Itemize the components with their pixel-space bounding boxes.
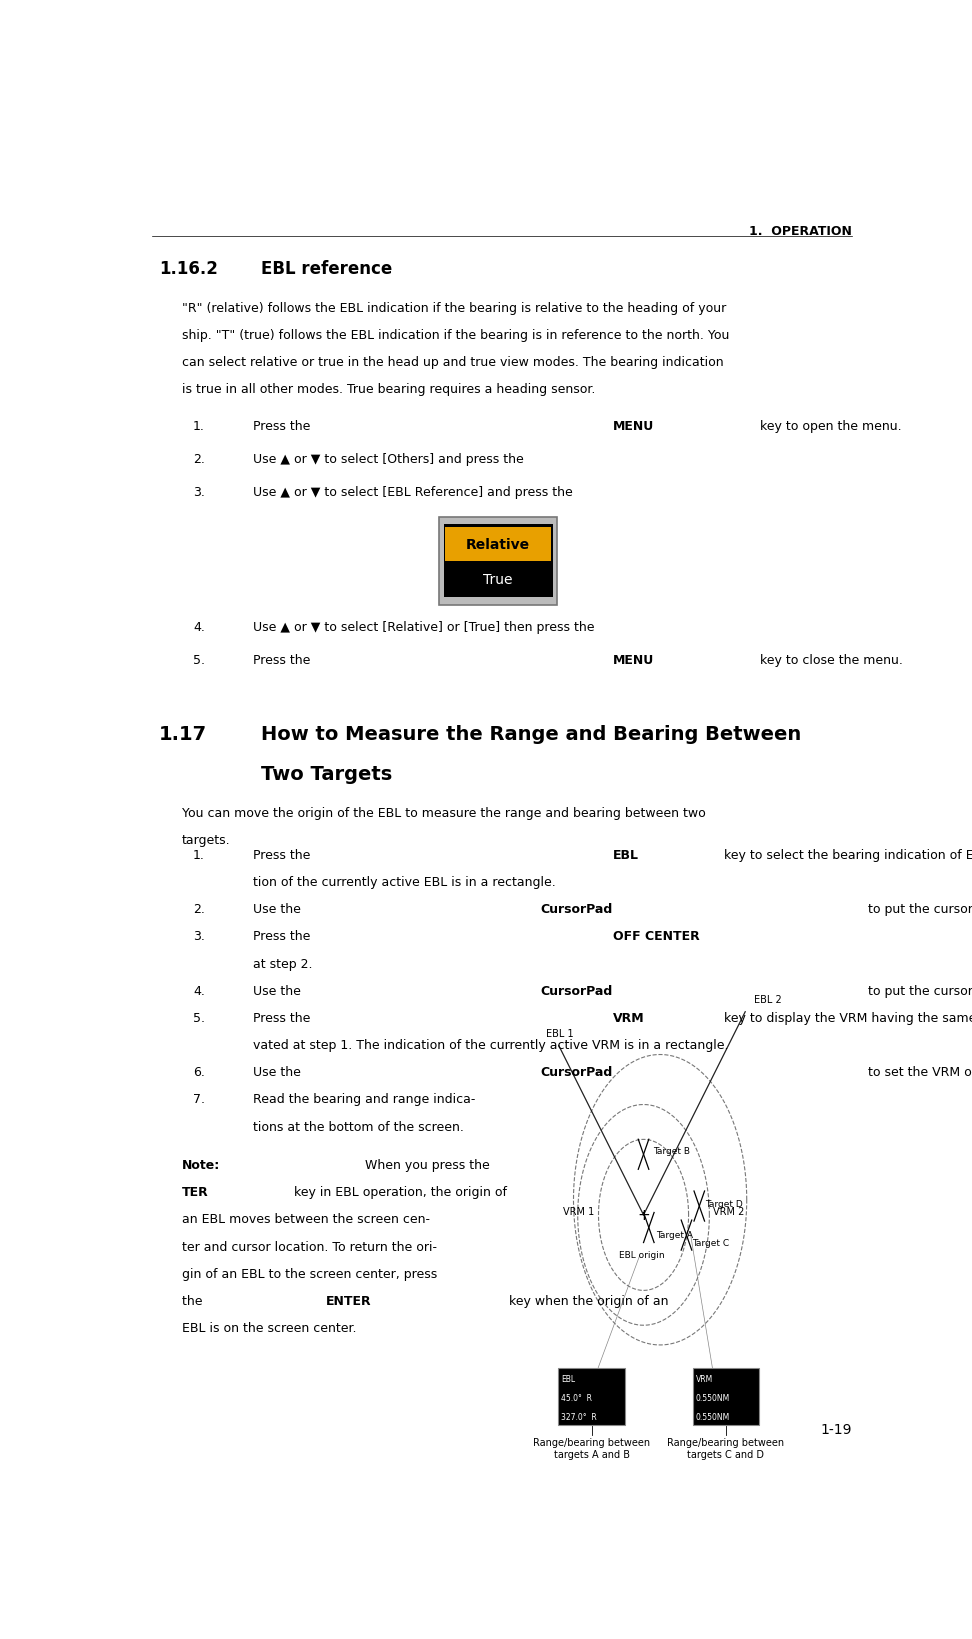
Text: an EBL moves between the screen cen-: an EBL moves between the screen cen-: [182, 1213, 430, 1226]
Text: 0.550NM: 0.550NM: [696, 1413, 730, 1421]
Text: 4.: 4.: [193, 621, 205, 634]
Text: Relative: Relative: [467, 538, 530, 552]
Text: Use ▲ or ▼ to select [Relative] or [True] then press the: Use ▲ or ▼ to select [Relative] or [True…: [254, 621, 599, 634]
Text: EBL origin: EBL origin: [619, 1251, 665, 1259]
Text: tions at the bottom of the screen.: tions at the bottom of the screen.: [254, 1119, 465, 1133]
Text: targets.: targets.: [182, 833, 230, 846]
Text: 327.0°  R: 327.0° R: [562, 1413, 597, 1421]
Text: You can move the origin of the EBL to measure the range and bearing between two: You can move the origin of the EBL to me…: [182, 806, 706, 820]
Text: MENU: MENU: [612, 654, 654, 667]
Text: CursorPad: CursorPad: [540, 1065, 613, 1078]
Text: 1.17: 1.17: [159, 724, 207, 742]
Text: Range/bearing between
targets A and B: Range/bearing between targets A and B: [533, 1437, 650, 1459]
Text: 6.: 6.: [193, 1065, 205, 1078]
FancyBboxPatch shape: [692, 1369, 759, 1424]
Text: "R" (relative) follows the EBL indication if the bearing is relative to the head: "R" (relative) follows the EBL indicatio…: [182, 302, 726, 315]
Text: key to open the menu.: key to open the menu.: [756, 420, 902, 433]
Text: ship. "T" (true) follows the EBL indication if the bearing is in reference to th: ship. "T" (true) follows the EBL indicat…: [182, 328, 729, 341]
Text: Target B: Target B: [653, 1146, 690, 1155]
Text: 45.0°  R: 45.0° R: [562, 1393, 592, 1401]
Text: is true in all other modes. True bearing requires a heading sensor.: is true in all other modes. True bearing…: [182, 384, 595, 397]
Text: 4.: 4.: [193, 983, 205, 997]
Text: True: True: [483, 574, 513, 587]
Text: Use ▲ or ▼ to select [Others] and press the: Use ▲ or ▼ to select [Others] and press …: [254, 452, 528, 465]
Text: EBL 1: EBL 1: [546, 1028, 574, 1039]
Text: vated at step 1. The indication of the currently active VRM is in a rectangle.: vated at step 1. The indication of the c…: [254, 1039, 729, 1052]
Text: 3.: 3.: [193, 929, 205, 942]
Text: How to Measure the Range and Bearing Between: How to Measure the Range and Bearing Bet…: [260, 724, 801, 742]
Text: CursorPad: CursorPad: [540, 983, 613, 997]
Text: 1.: 1.: [193, 420, 205, 433]
Text: Press the: Press the: [254, 420, 315, 433]
Text: EBL reference: EBL reference: [260, 259, 392, 277]
Text: Range/bearing between
targets C and D: Range/bearing between targets C and D: [667, 1437, 784, 1459]
Text: 5.: 5.: [193, 1011, 205, 1024]
Text: +: +: [638, 1208, 650, 1223]
Text: TER: TER: [182, 1185, 209, 1198]
Text: 7.: 7.: [193, 1093, 205, 1106]
Text: to set the VRM on the inner edge of the target B.: to set the VRM on the inner edge of the …: [864, 1065, 972, 1078]
Text: 1.: 1.: [193, 849, 205, 862]
Text: 3.: 3.: [193, 485, 205, 498]
Text: 0.550NM: 0.550NM: [696, 1393, 730, 1401]
Text: 5.: 5.: [193, 654, 205, 667]
Text: VRM 2: VRM 2: [713, 1206, 745, 1216]
Text: Press the: Press the: [254, 1011, 315, 1024]
Text: Use the: Use the: [254, 903, 305, 916]
Text: key to display the VRM having the same number as the EBL acti-: key to display the VRM having the same n…: [720, 1011, 972, 1024]
Text: 1.  OPERATION: 1. OPERATION: [749, 225, 852, 238]
Text: 1-19: 1-19: [820, 1423, 852, 1436]
Text: Read the bearing and range indica-: Read the bearing and range indica-: [254, 1093, 475, 1106]
Text: Target A: Target A: [656, 1231, 693, 1239]
Text: ter and cursor location. To return the ori-: ter and cursor location. To return the o…: [182, 1239, 436, 1252]
Text: 1.16.2: 1.16.2: [159, 259, 218, 277]
Text: Use the: Use the: [254, 1065, 305, 1078]
Text: gin of an EBL to the screen center, press: gin of an EBL to the screen center, pres…: [182, 1267, 437, 1280]
Text: key when the origin of an: key when the origin of an: [505, 1295, 669, 1306]
Text: Press the: Press the: [254, 654, 315, 667]
Text: 2.: 2.: [193, 903, 205, 916]
Text: to put the cursor on the center of the target A.: to put the cursor on the center of the t…: [864, 903, 972, 916]
Text: EBL is on the screen center.: EBL is on the screen center.: [182, 1321, 357, 1334]
Text: EBL: EBL: [562, 1373, 575, 1383]
Text: VRM: VRM: [612, 1011, 644, 1024]
Text: the: the: [182, 1295, 206, 1306]
Text: tion of the currently active EBL is in a rectangle.: tion of the currently active EBL is in a…: [254, 875, 556, 888]
Text: at step 2.: at step 2.: [254, 957, 313, 970]
Text: VRM 1: VRM 1: [564, 1206, 595, 1216]
Text: EBL 2: EBL 2: [754, 995, 782, 1005]
Text: Note:: Note:: [182, 1159, 220, 1172]
Text: can select relative or true in the head up and true view modes. The bearing indi: can select relative or true in the head …: [182, 356, 723, 369]
Text: 2.: 2.: [193, 452, 205, 465]
Text: ENTER: ENTER: [326, 1295, 371, 1306]
Text: When you press the: When you press the: [362, 1159, 494, 1172]
FancyBboxPatch shape: [445, 528, 551, 562]
Text: OFF CENTER: OFF CENTER: [612, 929, 700, 942]
Text: key to close the menu.: key to close the menu.: [756, 654, 903, 667]
Text: Target C: Target C: [692, 1237, 730, 1247]
Text: Two Targets: Two Targets: [260, 764, 392, 783]
Text: MENU: MENU: [612, 420, 654, 433]
Text: Target D: Target D: [706, 1200, 743, 1208]
FancyBboxPatch shape: [443, 524, 553, 598]
FancyBboxPatch shape: [558, 1369, 625, 1424]
Text: Press the: Press the: [254, 929, 315, 942]
Text: EBL: EBL: [612, 849, 639, 862]
Text: Use ▲ or ▼ to select [EBL Reference] and press the: Use ▲ or ▼ to select [EBL Reference] and…: [254, 485, 577, 498]
Text: to put the cursor on the center of the target B.: to put the cursor on the center of the t…: [864, 983, 972, 997]
FancyBboxPatch shape: [439, 518, 557, 605]
Text: VRM: VRM: [696, 1373, 712, 1383]
Text: Use the: Use the: [254, 983, 305, 997]
Text: key in EBL operation, the origin of: key in EBL operation, the origin of: [290, 1185, 506, 1198]
Text: key to select the bearing indication of EBL 1 or EBL 2. The indica-: key to select the bearing indication of …: [720, 849, 972, 862]
Text: CursorPad: CursorPad: [540, 903, 613, 916]
Text: Press the: Press the: [254, 849, 315, 862]
